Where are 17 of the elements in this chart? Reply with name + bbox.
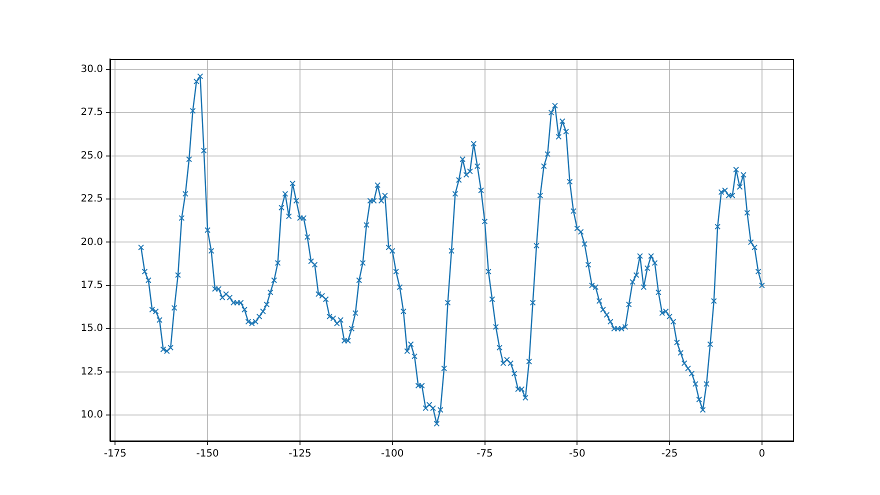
x-tick-label: -100 [381,448,404,460]
y-tick-label: 17.5 [80,280,103,292]
x-tick-label: -175 [104,448,127,460]
y-tick-label: 15.0 [80,323,103,334]
x-tick-label: -150 [196,448,219,460]
x-tick-label: -25 [661,448,678,460]
y-tick-label: 30.0 [80,64,103,75]
x-tick-label: -75 [476,448,493,460]
x-tick-label: -125 [288,448,312,460]
y-tick-label: 10.0 [80,410,103,421]
x-tick-label: -50 [568,448,586,460]
y-tick-label: 25.0 [80,150,103,162]
x-tick-label: 0 [758,448,766,460]
y-tick-label: 27.5 [80,107,103,118]
y-tick-label: 12.5 [80,366,103,378]
y-tick-label: 20.0 [80,236,103,248]
y-tick-label: 22.5 [80,194,103,205]
